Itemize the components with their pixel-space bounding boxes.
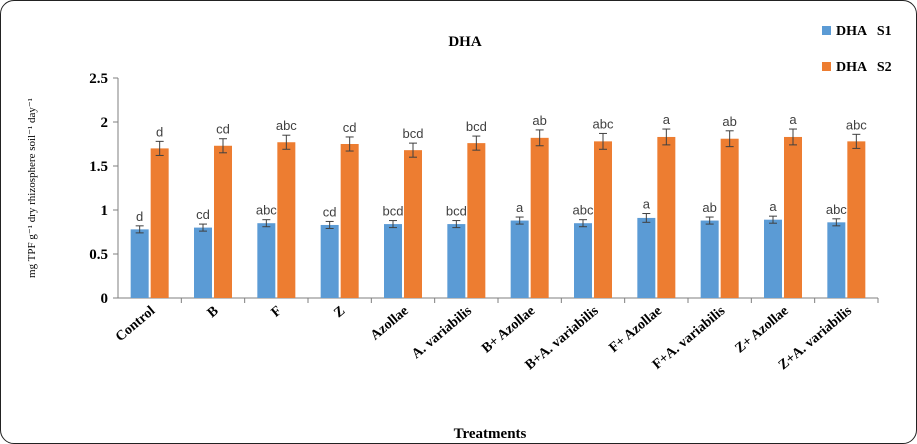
bar-s1 — [447, 224, 465, 298]
data-label: bcd — [466, 119, 487, 134]
x-axis-title: Treatments — [454, 426, 527, 442]
data-label: abc — [573, 203, 594, 218]
data-label: abc — [276, 118, 297, 133]
data-label: a — [516, 200, 524, 215]
bar-s2 — [214, 146, 232, 298]
data-label: d — [156, 124, 163, 139]
data-label: ab — [722, 114, 736, 129]
data-label: d — [136, 209, 143, 224]
x-tick-label: B — [205, 304, 222, 321]
data-label: a — [769, 199, 777, 214]
bar-s2 — [657, 137, 675, 298]
bar-s1 — [827, 222, 845, 298]
x-tick-label: F+ Azollae — [607, 304, 665, 356]
data-label: bcd — [446, 204, 467, 219]
bar-s2 — [277, 142, 295, 298]
data-label: ab — [702, 200, 716, 215]
bar-s1 — [574, 223, 592, 298]
data-label: abc — [826, 202, 847, 217]
bar-s1 — [701, 221, 719, 298]
x-tick-label: B+ Azollae — [479, 304, 538, 357]
bar-s2 — [594, 141, 612, 298]
y-tick-label: 2.5 — [89, 71, 108, 87]
data-label: cd — [343, 120, 357, 135]
x-tick-label: Azollae — [368, 304, 412, 344]
data-label: a — [643, 197, 651, 212]
data-label: abc — [846, 117, 867, 132]
bar-s2 — [467, 143, 485, 298]
bar-s2 — [404, 150, 422, 298]
y-tick-label: 2 — [101, 115, 109, 131]
data-label: abc — [593, 116, 614, 131]
data-label: bcd — [383, 204, 404, 219]
x-tick-label: Z+ Azollae — [733, 304, 792, 357]
data-label: bcd — [403, 126, 424, 141]
data-label: cd — [216, 122, 230, 137]
bar-s1 — [321, 225, 339, 298]
bar-s2 — [531, 138, 549, 298]
data-label: ab — [532, 113, 546, 128]
y-tick-label: 1 — [101, 203, 109, 219]
bar-s1 — [511, 221, 529, 298]
bar-s1 — [637, 218, 655, 298]
legend: DHA S1 DHA S2 — [822, 24, 892, 75]
bar-s1 — [131, 229, 149, 298]
y-tick-label: 1.5 — [89, 159, 108, 175]
data-label: cd — [196, 207, 210, 222]
bar-s2 — [847, 141, 865, 298]
bar-s1 — [257, 223, 275, 298]
legend-label-s2: DHA S2 — [836, 60, 892, 75]
legend-swatch-s1 — [822, 26, 831, 35]
y-tick-label: 0 — [101, 291, 109, 307]
bar-s2 — [721, 139, 739, 298]
bar-s1 — [194, 228, 212, 298]
x-tick-label: Control — [113, 304, 158, 345]
x-tick-label: Z — [331, 304, 348, 321]
chart-title: DHA — [448, 34, 482, 50]
bar-s2 — [151, 148, 169, 298]
data-label: cd — [323, 204, 337, 219]
bar-s2 — [341, 144, 359, 298]
bar-s1 — [764, 220, 782, 298]
legend-swatch-s2 — [822, 62, 831, 71]
bar-s2 — [784, 137, 802, 298]
bar-s1 — [384, 224, 402, 298]
legend-label-s1: DHA S1 — [836, 24, 892, 39]
data-label: a — [663, 112, 671, 127]
x-tick-label: A. variabilis — [409, 303, 475, 362]
data-label: abc — [256, 203, 277, 218]
y-tick-label: 0.5 — [89, 247, 108, 263]
x-tick-label: F — [269, 304, 285, 321]
data-label: a — [789, 112, 797, 127]
y-axis-title: mg TPF g⁻¹ dry rhizosphere soil⁻¹ day⁻¹ — [26, 98, 38, 278]
